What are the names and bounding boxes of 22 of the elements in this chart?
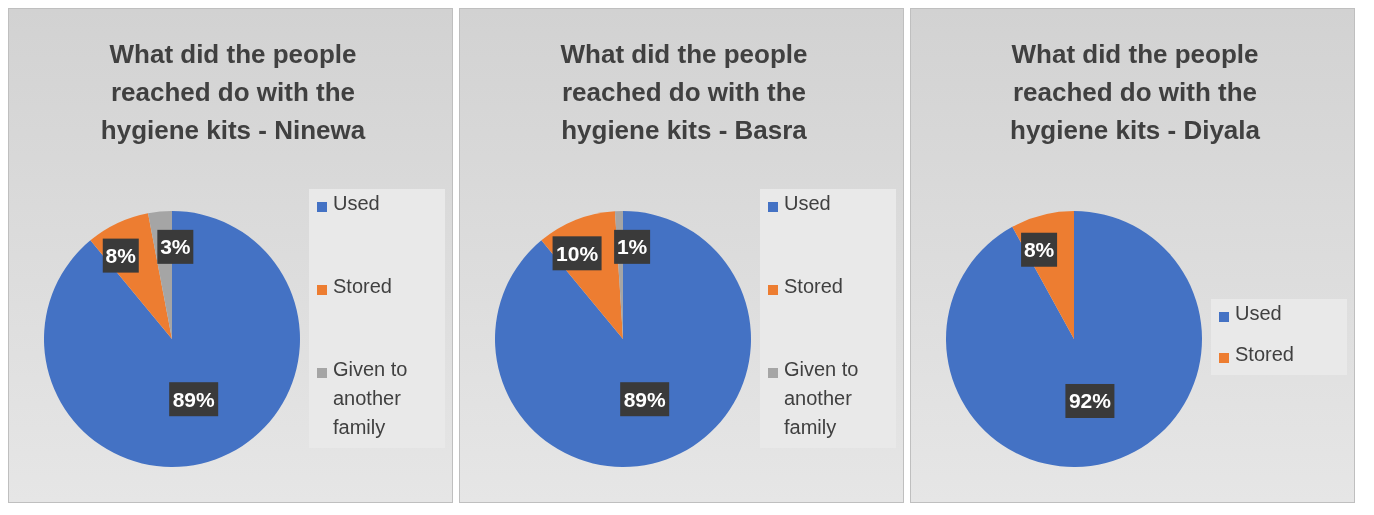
pie-slice xyxy=(495,211,751,467)
data-label: 89% xyxy=(172,387,216,411)
legend-label: Used xyxy=(1235,301,1282,326)
legend-label: Stored xyxy=(333,274,392,299)
pie-slice xyxy=(44,211,300,467)
data-label: 3% xyxy=(160,235,191,259)
data-label: 8% xyxy=(105,244,137,268)
pie-slice xyxy=(946,211,1202,467)
chart-title: What did the people reached do with the hygiene kits - Diyala xyxy=(1009,38,1261,147)
legend-label: Used xyxy=(784,191,831,216)
legend-label: Given to another family xyxy=(784,357,860,440)
chart-title: What did the people reached do with the hygiene kits - Ninewa xyxy=(99,38,367,147)
data-label: 8% xyxy=(1023,238,1055,262)
legend-label: Stored xyxy=(1235,342,1294,367)
data-label: 1% xyxy=(616,235,648,259)
data-label: 89% xyxy=(623,387,667,411)
legend-label: Used xyxy=(333,191,380,216)
legend-label: Given to another family xyxy=(333,357,409,440)
data-label: 10% xyxy=(556,241,599,265)
data-label: 92% xyxy=(1068,389,1112,413)
chart-title: What did the people reached do with the hygiene kits - Basra xyxy=(559,38,809,147)
legend-label: Stored xyxy=(784,274,843,299)
